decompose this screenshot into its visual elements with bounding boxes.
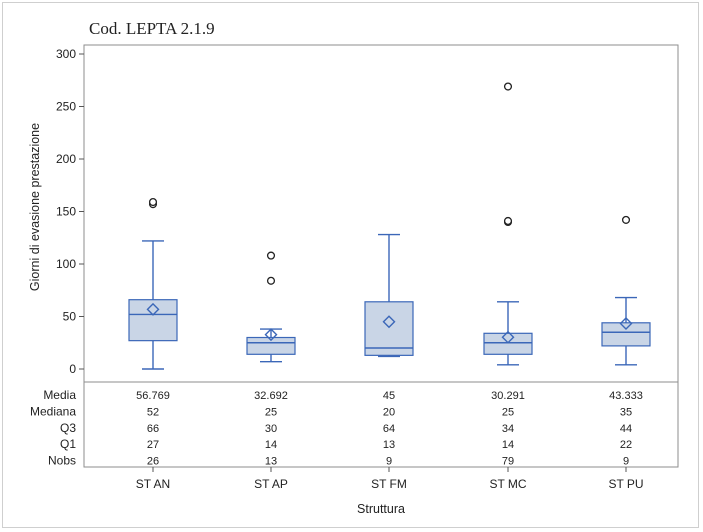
x-axis: ST AN ST AP ST FM ST MC ST PU xyxy=(136,467,644,491)
y-tick-label: 200 xyxy=(56,152,76,166)
outlier-point xyxy=(148,198,158,207)
outlier-point xyxy=(266,276,276,285)
box-group xyxy=(483,82,533,366)
y-tick-label: 150 xyxy=(56,205,76,219)
stat-value: 32.692 xyxy=(254,390,288,402)
stat-value: 25 xyxy=(502,406,514,418)
stat-row-label: Q3 xyxy=(60,421,76,435)
stats-table: Media 56.769 32.692 45 30.291 43.333 Mediana 52… xyxy=(30,388,643,468)
stat-value: 14 xyxy=(502,439,514,451)
mean-marker xyxy=(264,328,278,342)
stat-value: 22 xyxy=(620,439,632,451)
stat-row-label: Media xyxy=(43,388,76,402)
mean-marker xyxy=(146,302,160,316)
stat-value: 43.333 xyxy=(609,390,643,402)
stat-value: 52 xyxy=(147,406,159,418)
iqr-box xyxy=(601,322,651,347)
stat-value: 30.291 xyxy=(491,390,525,402)
y-tick-label: 0 xyxy=(69,362,76,376)
stat-value: 44 xyxy=(620,423,632,435)
x-tick-label: ST MC xyxy=(489,477,526,491)
mean-marker xyxy=(619,317,633,330)
y-tick-label: 100 xyxy=(56,257,76,271)
outlier-point xyxy=(621,215,631,224)
stat-value: 14 xyxy=(265,439,277,451)
box-group xyxy=(246,251,296,363)
stat-value: 27 xyxy=(147,439,159,451)
outlier-point xyxy=(503,216,513,226)
stat-value: 20 xyxy=(383,406,395,418)
stat-value: 64 xyxy=(383,423,395,435)
box-group xyxy=(364,233,414,358)
stat-value: 26 xyxy=(147,456,159,468)
x-tick-label: ST AN xyxy=(136,477,170,491)
stat-value: 9 xyxy=(386,456,392,468)
plot-frame xyxy=(83,44,679,468)
stat-value: 56.769 xyxy=(136,390,170,402)
stat-value: 30 xyxy=(265,423,277,435)
stat-value: 13 xyxy=(265,456,277,468)
stat-value: 66 xyxy=(147,423,159,435)
stat-value: 35 xyxy=(620,406,632,418)
y-tick-label: 250 xyxy=(56,100,76,114)
x-tick-label: ST PU xyxy=(608,477,643,491)
outlier-point xyxy=(266,251,276,260)
iqr-box xyxy=(364,301,414,356)
x-tick-label: ST AP xyxy=(254,477,288,491)
iqr-box xyxy=(128,299,178,342)
iqr-box xyxy=(483,332,533,355)
stat-value: 45 xyxy=(383,390,395,402)
boxes-layer xyxy=(128,82,651,370)
stat-row-label: Q1 xyxy=(60,437,76,451)
x-axis-label: Struttura xyxy=(357,502,405,516)
iqr-box xyxy=(246,336,296,355)
stat-value: 34 xyxy=(502,423,514,435)
stat-value: 9 xyxy=(623,456,629,468)
y-tick-label: 300 xyxy=(56,47,76,61)
y-axis-label: Giorni di evasione prestazione xyxy=(28,123,42,291)
x-tick-label: ST FM xyxy=(371,477,407,491)
stat-value: 25 xyxy=(265,406,277,418)
mean-marker xyxy=(501,330,515,344)
box-group xyxy=(128,198,178,370)
box-group xyxy=(601,215,651,366)
stat-row-label: Mediana xyxy=(30,404,76,418)
chart-title: Cod. LEPTA 2.1.9 xyxy=(89,19,215,38)
stat-value: 13 xyxy=(383,439,395,451)
y-tick-label: 50 xyxy=(63,310,77,324)
stat-row-label: Nobs xyxy=(48,454,76,468)
outlier-point xyxy=(503,82,513,91)
y-axis: 0 50 100 150 200 250 300 xyxy=(56,47,84,376)
mean-marker xyxy=(382,315,396,329)
boxplot-chart: Cod. LEPTA 2.1.9 0 50 100 150 200 250 300 Medi… xyxy=(28,19,679,516)
stat-value: 79 xyxy=(502,456,514,468)
